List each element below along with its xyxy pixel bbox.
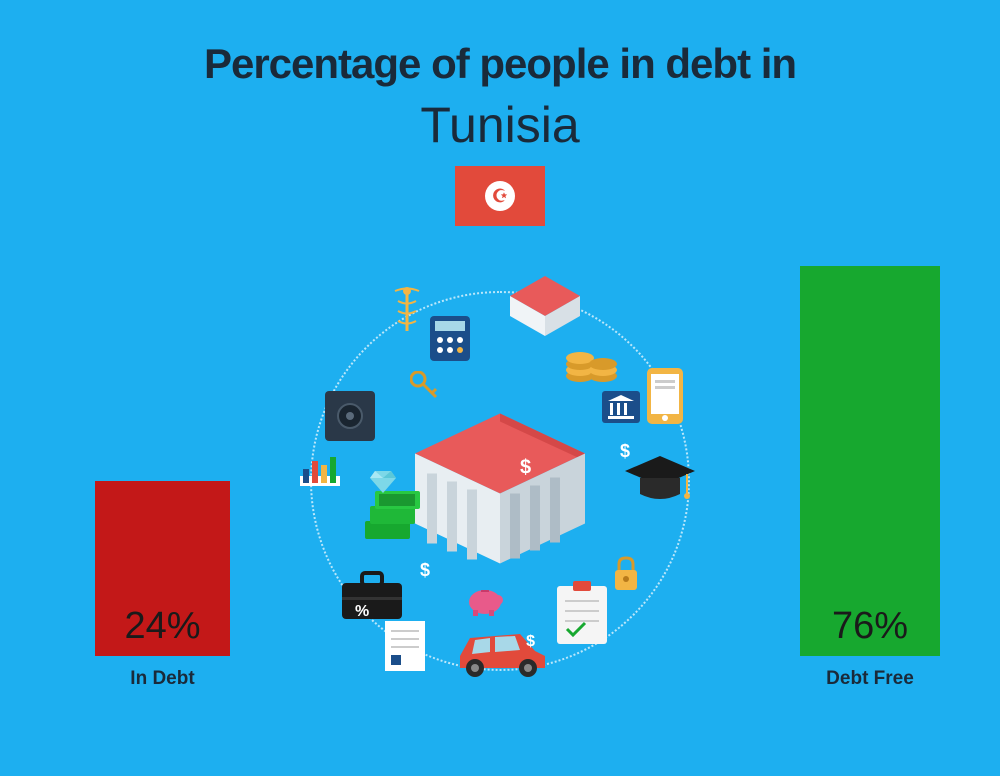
flag-tunisia: ☪ <box>455 166 545 226</box>
dollar-symbol-icon: $ <box>420 560 430 581</box>
briefcase-icon <box>340 571 405 621</box>
bank-building-icon: $ <box>415 414 585 564</box>
bank-card-icon <box>602 391 640 423</box>
bar-debt-free-value: 76% <box>832 605 908 648</box>
center-illustration: $ <box>310 291 690 671</box>
house-icon <box>510 276 580 336</box>
graduation-cap-icon <box>625 456 695 506</box>
flag-circle: ☪ <box>485 181 515 211</box>
chart-area: 24% In Debt 76% Debt Free $ <box>0 280 1000 720</box>
country-name: Tunisia <box>0 96 1000 154</box>
safe-icon <box>325 386 380 446</box>
bar-in-debt-value: 24% <box>124 605 200 648</box>
cash-stack-icon <box>365 486 430 541</box>
key-icon <box>410 371 440 401</box>
bar-debt-free: 76% <box>800 266 940 656</box>
dollar-symbol-icon: $ <box>526 633 535 651</box>
bar-in-debt: 24% <box>95 481 230 656</box>
bar-in-debt-group: 24% In Debt <box>95 481 230 690</box>
phone-icon <box>645 366 685 426</box>
piggy-bank-icon <box>465 584 505 616</box>
document-icon <box>385 621 425 671</box>
clipboard-icon <box>555 581 610 646</box>
diamond-icon <box>370 471 396 493</box>
page-title: Percentage of people in debt in <box>0 0 1000 88</box>
percent-symbol-icon: % <box>355 603 369 621</box>
car-icon <box>450 626 550 681</box>
coins-icon <box>565 336 620 386</box>
lock-icon <box>612 556 640 591</box>
flag-symbol-icon: ☪ <box>492 186 508 207</box>
bar-debt-free-group: 76% Debt Free <box>800 266 940 690</box>
mini-chart-icon <box>300 451 340 486</box>
bar-debt-free-label: Debt Free <box>800 668 940 690</box>
calculator-icon <box>430 316 470 361</box>
bar-in-debt-label: In Debt <box>95 668 230 690</box>
dollar-symbol-icon: $ <box>620 441 630 462</box>
svg-text:$: $ <box>520 457 531 479</box>
caduceus-icon <box>390 286 425 336</box>
